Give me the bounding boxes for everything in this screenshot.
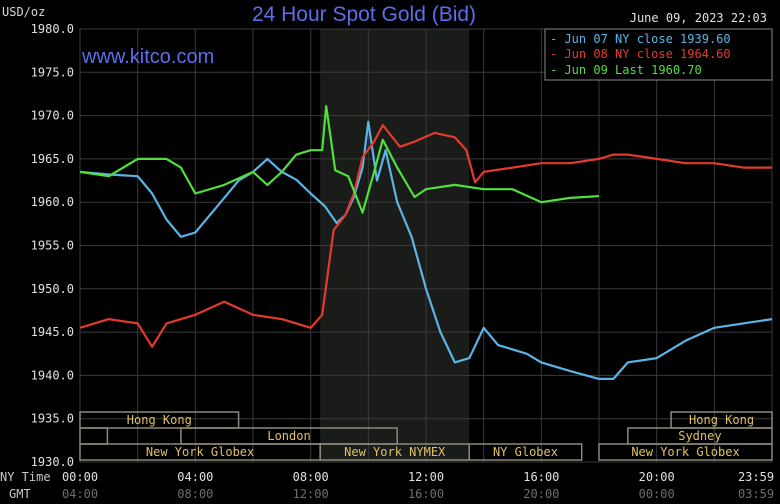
y-tick-label: 1950.0 <box>31 282 74 296</box>
y-axis-unit-label: USD/oz <box>2 5 45 19</box>
session-box <box>79 427 109 445</box>
y-tick-label: 1965.0 <box>31 152 74 166</box>
y-tick-label: 1955.0 <box>31 239 74 253</box>
timestamp: June 09, 2023 22:03 <box>630 11 767 25</box>
session-box <box>598 443 773 461</box>
y-tick-label: 1960.0 <box>31 195 74 209</box>
x-tick-label-gmt: 00:00 <box>639 487 675 501</box>
x-tick-label-ny: 04:00 <box>177 470 213 484</box>
legend-entry-jun08: - Jun 08 NY close 1964.60 <box>550 47 731 61</box>
session-label: NY Globex <box>493 445 558 459</box>
session-label: London <box>267 429 310 443</box>
x-tick-label-gmt: 08:00 <box>177 487 213 501</box>
x-tick-label-gmt: 16:00 <box>408 487 444 501</box>
session-box <box>79 411 240 429</box>
x-tick-label-ny: 23:59 <box>738 470 774 484</box>
x-tick-label-gmt: 12:00 <box>293 487 329 501</box>
series-line-jun07 <box>79 120 773 380</box>
session-box <box>468 443 583 461</box>
x-tick-label-gmt: 20:00 <box>523 487 559 501</box>
x-tick-label-ny: 16:00 <box>523 470 559 484</box>
session-label: Hong Kong <box>127 413 192 427</box>
y-tick-label: 1970.0 <box>31 109 74 123</box>
x-tick-label-gmt: 04:00 <box>62 487 98 501</box>
session-label: Sydney <box>678 429 721 443</box>
y-tick-label: 1945.0 <box>31 325 74 339</box>
legend-entry-jun09: - Jun 09 Last 1960.70 <box>550 63 702 77</box>
x-tick-label-gmt: 03:59 <box>738 487 774 501</box>
x-tick-label-ny: 08:00 <box>293 470 329 484</box>
x-axis-gmt-label: GMT <box>9 487 31 501</box>
y-tick-label: 1935.0 <box>31 412 74 426</box>
y-tick-label: 1975.0 <box>31 65 74 79</box>
session-label: Hong Kong <box>689 413 754 427</box>
x-tick-label-ny: 00:00 <box>62 470 98 484</box>
kitco-watermark: www.kitco.com <box>81 46 214 68</box>
chart-title: 24 Hour Spot Gold (Bid) <box>252 3 476 26</box>
session-label: New York Globex <box>146 445 254 459</box>
y-tick-label: 1980.0 <box>31 22 74 36</box>
session-label: New York Globex <box>631 445 739 459</box>
session-label: New York NYMEX <box>344 445 446 459</box>
legend-entry-jun07: - Jun 07 NY close 1939.60 <box>550 32 731 46</box>
x-tick-label-ny: 12:00 <box>408 470 444 484</box>
x-tick-label-ny: 20:00 <box>639 470 675 484</box>
series-line-jun09 <box>79 104 600 214</box>
x-axis-ny-time-label: NY Time <box>0 470 51 484</box>
series-line-jun08 <box>79 123 772 348</box>
y-tick-label: 1930.0 <box>31 455 74 469</box>
legend: - Jun 07 NY close 1939.60 - Jun 08 NY cl… <box>544 28 773 81</box>
y-tick-label: 1940.0 <box>31 368 74 382</box>
